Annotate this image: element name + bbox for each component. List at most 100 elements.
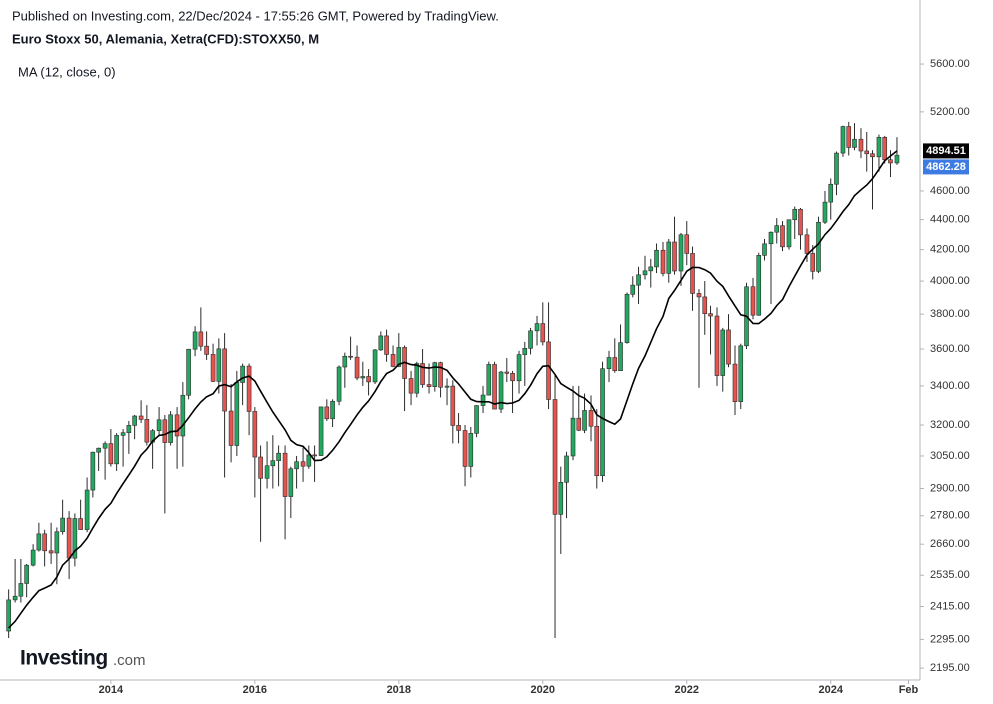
candle-body (438, 362, 443, 388)
candle-body (666, 241, 672, 274)
candle-body (684, 234, 690, 254)
chart-subtitle: Published on Investing.com, 22/Dec/2024 … (12, 8, 499, 23)
candle-body (228, 410, 234, 446)
candle-body (588, 410, 594, 427)
candle-body (840, 126, 846, 154)
price-tag-label: 4862.28 (926, 161, 966, 173)
chart-title: Euro Stoxx 50, Alemania, Xetra(CFD):STOX… (12, 31, 319, 46)
candle-body (72, 518, 78, 559)
candle-body (618, 342, 623, 372)
watermark: .com (113, 652, 146, 669)
candle-body (528, 330, 533, 349)
y-tick-label: 4400.00 (930, 214, 970, 226)
candle-body (888, 159, 893, 164)
candle-body (24, 564, 29, 584)
y-tick-label: 2660.00 (930, 538, 970, 550)
candle-body (894, 154, 900, 164)
candle-body (516, 354, 522, 382)
candle-body (126, 425, 132, 434)
candle-body (156, 419, 162, 431)
candle-body (540, 323, 546, 343)
candle-body (12, 595, 18, 601)
candle-body (354, 356, 360, 379)
y-tick-label: 2900.00 (930, 482, 970, 494)
x-tick-label: 2016 (243, 684, 267, 696)
candle-body (162, 419, 168, 443)
candle-body (48, 550, 54, 554)
candle-body (600, 368, 605, 477)
candle-body (858, 138, 864, 152)
candle-body (660, 249, 666, 274)
candle-body (192, 331, 198, 350)
candle-body (204, 345, 209, 355)
candle-body (102, 443, 108, 449)
candle-body (390, 354, 396, 367)
candle-body (492, 364, 497, 410)
candle-body (654, 249, 659, 268)
candle-body (300, 461, 306, 467)
candle-body (138, 415, 144, 420)
candle-body (882, 136, 888, 161)
candle-body (216, 348, 222, 382)
candle-body (714, 315, 720, 376)
candle-body (384, 335, 389, 355)
candle-body (420, 363, 425, 385)
candle-body (762, 243, 767, 256)
candle-body (114, 435, 119, 465)
candle-body (738, 345, 744, 402)
candle-body (504, 371, 510, 374)
candle-body (60, 517, 65, 533)
candle-body (708, 313, 713, 317)
candle-body (132, 415, 137, 426)
candle-body (816, 221, 821, 272)
x-tick-label: 2024 (818, 684, 843, 696)
watermark: Investing (20, 647, 108, 670)
candle-body (120, 432, 126, 436)
candle-body (774, 225, 780, 233)
candle-body (456, 425, 461, 431)
candle-body (822, 201, 828, 223)
candle-body (282, 452, 288, 497)
y-tick-label: 2535.00 (930, 569, 970, 581)
candle-body (864, 150, 870, 155)
candle-body (252, 411, 258, 458)
candle-body (546, 341, 551, 400)
x-tick-label: Feb (899, 684, 919, 696)
candle-body (276, 452, 281, 461)
y-tick-label: 2415.00 (930, 600, 970, 612)
candle-body (360, 376, 366, 379)
candle-body (798, 208, 803, 236)
candle-body (828, 183, 834, 203)
candle-body (444, 385, 450, 388)
candle-body (726, 329, 731, 365)
candle-body (558, 481, 564, 515)
candle-body (264, 465, 270, 479)
candle-body (168, 414, 173, 443)
candle-body (534, 323, 540, 332)
candle-body (870, 153, 875, 158)
y-tick-label: 4200.00 (930, 244, 970, 256)
y-tick-label: 3050.00 (930, 450, 970, 462)
candle-body (234, 382, 240, 446)
candle-body (636, 274, 641, 286)
candle-body (30, 549, 36, 566)
candle-body (624, 293, 630, 343)
candle-body (720, 329, 726, 376)
y-tick-label: 3600.00 (930, 343, 970, 355)
price-tag-label: 4894.51 (926, 145, 966, 157)
price-tag (923, 159, 969, 175)
candle-body (294, 461, 299, 470)
candle-body (426, 384, 432, 387)
candle-body (318, 406, 324, 456)
x-tick-label: 2022 (675, 684, 699, 696)
candle-body (702, 296, 708, 314)
y-tick-label: 3400.00 (930, 380, 970, 392)
candle-body (876, 136, 882, 158)
candle-body (462, 430, 468, 467)
candle-body (54, 531, 60, 554)
candle-body (480, 394, 486, 406)
candle-body (522, 348, 528, 355)
candle-body (42, 533, 47, 552)
